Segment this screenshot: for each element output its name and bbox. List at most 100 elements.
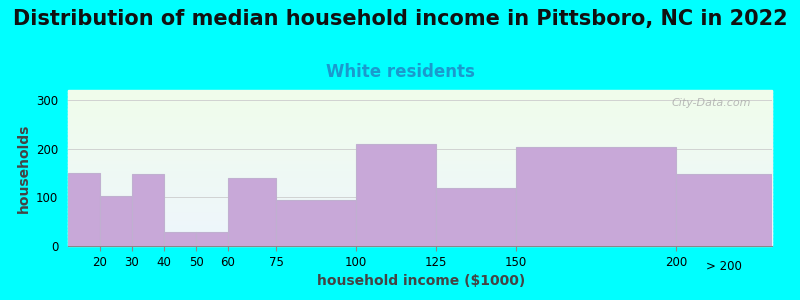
Bar [68,238,772,239]
Y-axis label: households: households [17,123,30,213]
Bar [68,204,772,206]
Bar [68,111,772,112]
Bar [68,211,772,212]
Bar [68,98,772,99]
Bar [68,125,772,126]
Bar [68,202,772,203]
Bar [68,170,772,171]
Bar [68,154,772,155]
Bar [68,237,772,238]
Bar [68,105,772,106]
Bar [68,171,772,172]
Bar [68,209,772,210]
Bar [68,231,772,232]
Bar [68,228,772,229]
Bar [68,216,772,217]
Bar [68,195,772,196]
Bar [356,144,436,246]
Bar [68,236,772,237]
Bar [68,218,772,219]
Text: White residents: White residents [326,63,474,81]
Bar [68,176,772,177]
Bar [68,215,772,216]
Bar [68,114,772,115]
Bar [68,151,772,152]
Bar [68,158,772,159]
Bar [68,154,772,155]
Bar [68,173,772,174]
Bar [68,126,772,128]
Bar [68,152,772,153]
Bar [68,91,772,92]
Bar [68,169,772,170]
Bar [68,244,772,245]
Bar [68,140,772,142]
Bar [68,223,772,224]
Bar [68,193,772,194]
Bar [68,229,772,230]
Bar [68,161,772,163]
Bar [436,188,516,246]
Bar [68,233,772,234]
Bar [68,188,772,189]
Bar [196,232,228,246]
Bar [68,196,772,197]
Bar [68,204,772,205]
Bar [68,117,772,118]
Bar [68,240,772,241]
Bar [132,174,164,246]
Bar [68,210,772,211]
Bar [68,157,772,158]
Bar [68,220,772,221]
Bar [68,241,772,242]
Bar [68,235,772,236]
Bar [68,107,772,108]
Bar [68,207,772,208]
Bar [68,232,772,233]
Bar [68,95,772,96]
Text: City-Data.com: City-Data.com [671,98,751,108]
Bar [68,116,772,117]
Bar [68,219,772,220]
Bar [68,108,772,109]
Bar [68,133,772,134]
Text: > 200: > 200 [706,260,742,273]
Bar [68,104,772,105]
Bar [68,184,772,185]
Bar [68,161,772,162]
Bar [68,149,772,150]
Bar [68,187,772,188]
Bar [68,203,772,204]
Bar [68,109,772,110]
Bar [68,93,772,94]
Bar [68,206,772,207]
Bar [68,169,772,170]
Text: household income ($1000): household income ($1000) [318,274,526,288]
Bar [68,226,772,227]
Bar [68,199,772,200]
Bar [676,174,772,246]
Bar [68,96,772,97]
Bar [68,109,772,110]
Bar [68,148,772,149]
Bar [68,127,772,128]
Bar [68,243,772,244]
Bar [68,221,772,222]
Bar [68,126,772,127]
Bar [68,145,772,146]
Bar [68,102,772,103]
Bar [68,131,772,132]
Bar [68,146,772,147]
Bar [68,135,772,136]
Bar [68,122,772,123]
Bar [68,182,772,183]
Bar [68,200,772,201]
Bar [68,115,772,116]
Bar [68,92,772,93]
Bar [68,196,772,198]
Bar [68,138,772,139]
Bar [68,175,772,176]
Bar [68,143,772,144]
Bar [68,91,772,92]
Bar [68,101,772,102]
